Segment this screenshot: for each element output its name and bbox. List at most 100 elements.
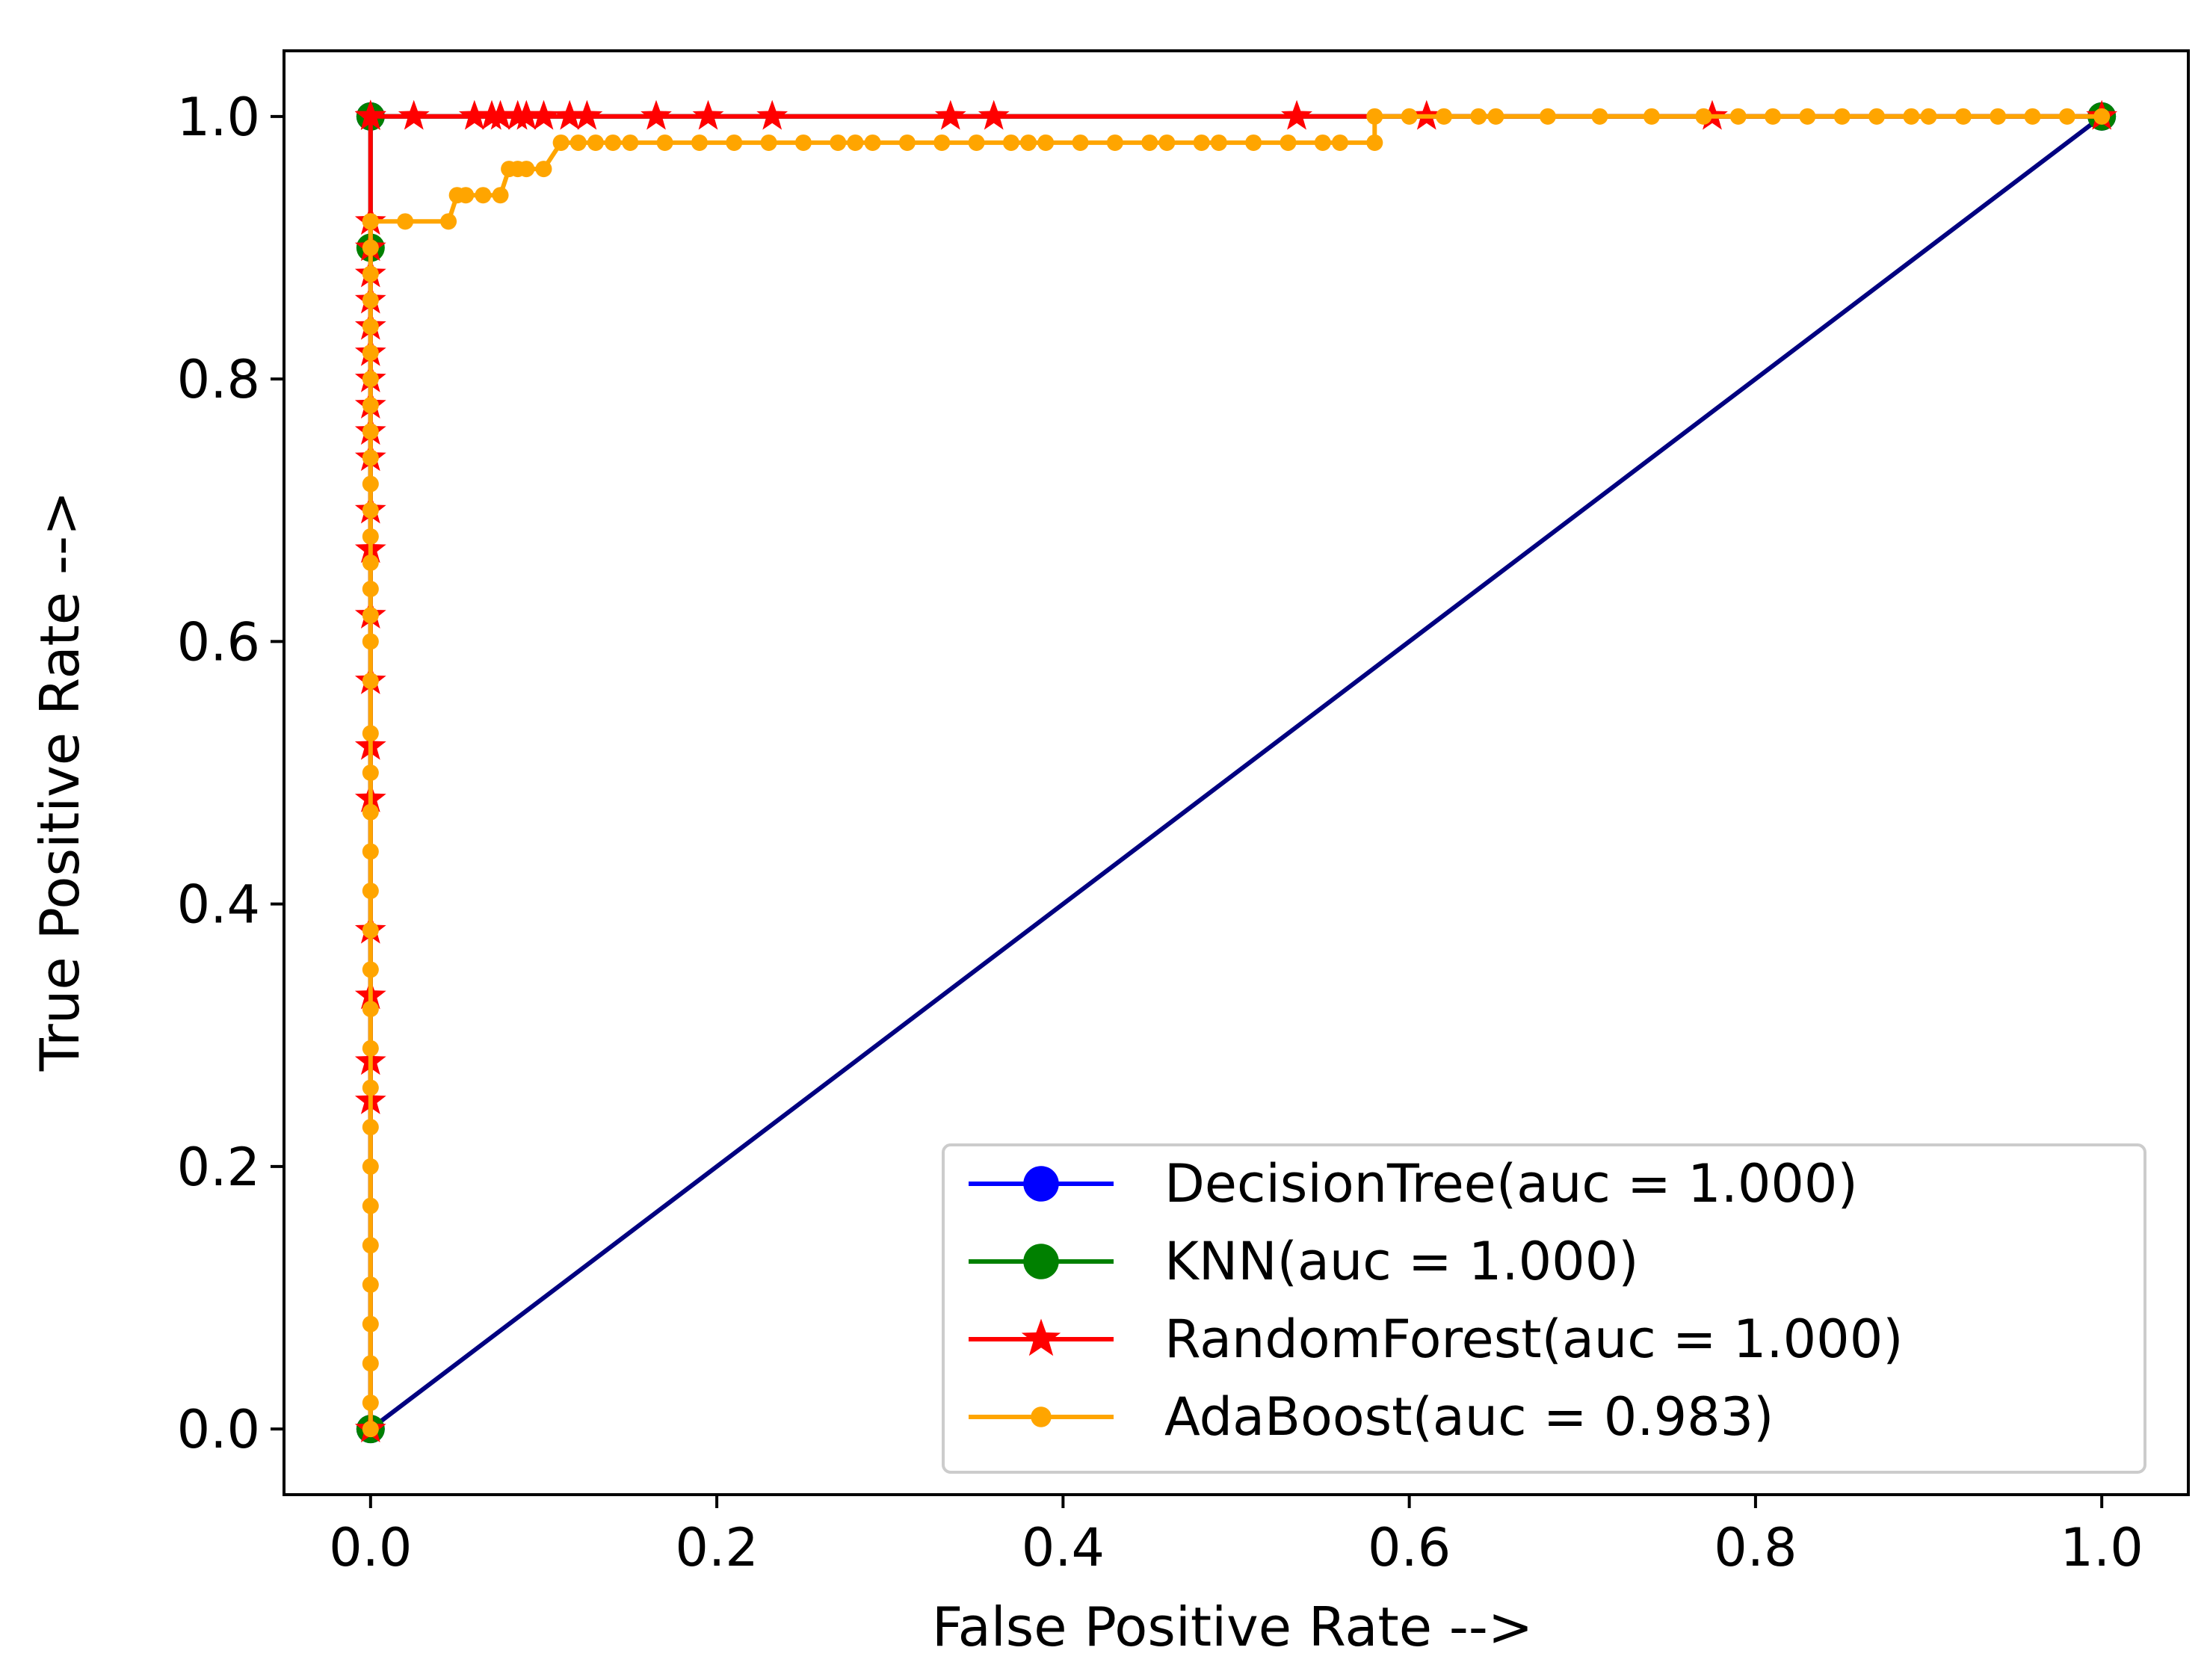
data-point-adaboost: [362, 803, 379, 821]
data-point-adaboost: [362, 239, 379, 256]
data-point-adaboost: [1141, 134, 1158, 151]
data-point-adaboost: [1954, 108, 1972, 125]
legend-label-decisiontree: DecisionTree(auc = 1.000): [1164, 1153, 1858, 1214]
data-point-adaboost: [518, 161, 535, 178]
data-point-randomforest: [934, 99, 966, 130]
data-point-randomforest: [692, 99, 724, 130]
data-point-randomforest: [554, 99, 586, 130]
data-point-adaboost: [492, 187, 509, 204]
legend-label-knn: KNN(auc = 1.000): [1164, 1231, 1639, 1292]
data-point-adaboost: [362, 265, 379, 282]
data-point-randomforest: [978, 99, 1010, 130]
y-tick-label: 0.2: [177, 1137, 260, 1198]
data-point-adaboost: [362, 607, 379, 624]
data-point-randomforest: [756, 99, 788, 130]
data-point-adaboost: [362, 449, 379, 466]
data-point-adaboost: [1037, 134, 1055, 151]
data-point-adaboost: [362, 501, 379, 519]
legend-marker-decisiontree: [1023, 1166, 1059, 1202]
data-point-adaboost: [362, 1421, 379, 1438]
data-point-adaboost: [1314, 134, 1331, 151]
data-point-adaboost: [933, 134, 951, 151]
x-axis-title: False Positive Rate -->: [932, 1596, 1533, 1658]
data-point-randomforest: [641, 99, 672, 130]
legend-marker-randomforest: [1021, 1318, 1061, 1356]
data-point-adaboost: [1990, 108, 2007, 125]
series-adaboost: [362, 108, 2111, 1438]
data-point-adaboost: [552, 134, 570, 151]
data-point-adaboost: [847, 134, 864, 151]
data-point-adaboost: [691, 134, 708, 151]
data-point-adaboost: [622, 134, 639, 151]
y-tick-label: 0.6: [177, 611, 260, 673]
data-point-adaboost: [830, 134, 847, 151]
data-point-adaboost: [1401, 108, 1418, 125]
plot-area: [354, 99, 2118, 1444]
data-point-adaboost: [362, 1040, 379, 1057]
data-point-adaboost: [362, 961, 379, 978]
data-point-adaboost: [1158, 134, 1176, 151]
legend-marker-adaboost: [1031, 1406, 1052, 1427]
data-point-adaboost: [362, 1079, 379, 1096]
data-point-adaboost: [362, 581, 379, 598]
reference-diagonal-line: [369, 114, 2103, 1431]
data-point-adaboost: [864, 134, 881, 151]
data-point-adaboost: [1591, 108, 1608, 125]
x-tick-label: 0.2: [675, 1517, 758, 1578]
data-point-randomforest: [458, 99, 490, 130]
data-point-adaboost: [1020, 134, 1037, 151]
data-point-adaboost: [2024, 108, 2041, 125]
data-point-adaboost: [1331, 134, 1348, 151]
data-point-adaboost: [1210, 134, 1227, 151]
data-point-adaboost: [362, 371, 379, 388]
data-point-adaboost: [362, 765, 379, 781]
x-tick-label: 0.8: [1714, 1517, 1797, 1578]
data-point-adaboost: [440, 213, 457, 230]
x-tick-label: 0.0: [329, 1517, 412, 1578]
data-point-adaboost: [362, 423, 379, 440]
data-point-adaboost: [362, 843, 379, 860]
data-point-adaboost: [1765, 108, 1782, 125]
axes: 0.0 0.2 0.4 0.6 0.8 1.0 0.0 0.2 0.4 0.6 0.8 1.0: [177, 49, 2190, 1578]
data-point-adaboost: [362, 673, 379, 690]
data-point-randomforest: [484, 99, 516, 130]
data-point-adaboost: [362, 528, 379, 545]
data-point-adaboost: [397, 213, 414, 230]
data-point-adaboost: [362, 1001, 379, 1018]
x-tick-label: 0.4: [1022, 1517, 1105, 1578]
data-point-adaboost: [362, 1315, 379, 1332]
data-point-adaboost: [362, 883, 379, 900]
y-tick-label: 0.8: [177, 349, 260, 410]
legend-marker-knn: [1023, 1244, 1059, 1279]
data-point-adaboost: [1435, 108, 1452, 125]
data-point-adaboost: [2058, 108, 2075, 125]
data-point-adaboost: [1072, 134, 1089, 151]
data-point-adaboost: [362, 1158, 379, 1175]
data-point-adaboost: [362, 1395, 379, 1412]
data-point-adaboost: [457, 187, 475, 204]
data-point-adaboost: [362, 1237, 379, 1254]
y-tick-label: 1.0: [177, 87, 260, 148]
data-point-adaboost: [605, 134, 622, 151]
data-point-randomforest: [571, 99, 603, 130]
data-point-adaboost: [1695, 108, 1712, 125]
data-point-adaboost: [898, 134, 916, 151]
data-point-adaboost: [794, 134, 812, 151]
data-point-adaboost: [1366, 134, 1383, 151]
y-axis-title: True Positive Rate -->: [28, 491, 91, 1072]
data-point-randomforest: [1281, 99, 1312, 130]
legend-label-adaboost: AdaBoost(auc = 0.983): [1164, 1386, 1774, 1448]
data-point-adaboost: [362, 318, 379, 335]
data-point-adaboost: [570, 134, 587, 151]
data-point-adaboost: [1799, 108, 1816, 125]
data-point-adaboost: [1193, 134, 1210, 151]
data-point-adaboost: [1539, 108, 1556, 125]
data-point-adaboost: [362, 1119, 379, 1136]
data-point-adaboost: [2093, 108, 2111, 125]
data-point-adaboost: [726, 134, 743, 151]
data-point-adaboost: [362, 554, 379, 571]
data-point-adaboost: [1002, 134, 1019, 151]
data-point-randomforest: [528, 99, 560, 130]
